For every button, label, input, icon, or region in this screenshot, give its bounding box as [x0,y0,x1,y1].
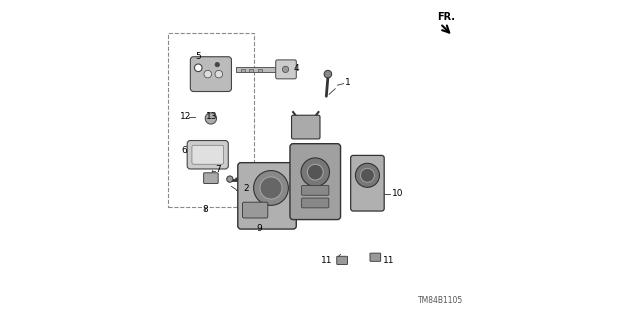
Text: TM84B1105: TM84B1105 [417,296,463,305]
Text: 6: 6 [182,146,188,155]
Circle shape [253,171,289,205]
Text: 8: 8 [202,205,208,214]
Circle shape [282,66,289,72]
Circle shape [355,163,380,187]
Text: 4: 4 [293,64,299,73]
Text: 10: 10 [392,189,404,198]
FancyBboxPatch shape [187,141,228,169]
Bar [168,33,253,207]
Circle shape [215,70,223,78]
Text: 2: 2 [243,184,249,193]
Circle shape [301,158,330,186]
Circle shape [195,64,202,71]
FancyBboxPatch shape [301,198,329,208]
FancyBboxPatch shape [301,185,329,195]
FancyBboxPatch shape [276,60,296,79]
Circle shape [204,70,212,78]
FancyBboxPatch shape [337,256,348,264]
Bar [241,69,244,72]
Circle shape [360,168,374,182]
FancyBboxPatch shape [292,115,320,139]
Text: 7: 7 [216,166,221,174]
FancyBboxPatch shape [238,163,296,229]
Circle shape [324,70,332,78]
FancyBboxPatch shape [192,145,223,164]
Bar [259,69,262,72]
Text: 13: 13 [205,112,217,121]
Text: 11: 11 [321,256,332,265]
Text: 1: 1 [345,78,351,87]
Circle shape [260,177,282,199]
FancyBboxPatch shape [204,173,218,183]
Bar [236,67,277,72]
Circle shape [205,113,216,124]
Text: 11: 11 [383,256,394,264]
Circle shape [215,63,220,67]
FancyBboxPatch shape [190,57,232,92]
Text: 9: 9 [256,224,262,233]
Bar [249,69,253,72]
Text: 5: 5 [195,52,201,61]
Circle shape [227,176,233,182]
FancyBboxPatch shape [243,202,268,218]
FancyBboxPatch shape [351,155,384,211]
Text: FR.: FR. [437,12,455,22]
Text: 3: 3 [312,128,317,137]
Circle shape [307,164,323,180]
FancyBboxPatch shape [370,253,381,261]
Text: 12: 12 [180,112,191,121]
FancyBboxPatch shape [290,144,340,219]
